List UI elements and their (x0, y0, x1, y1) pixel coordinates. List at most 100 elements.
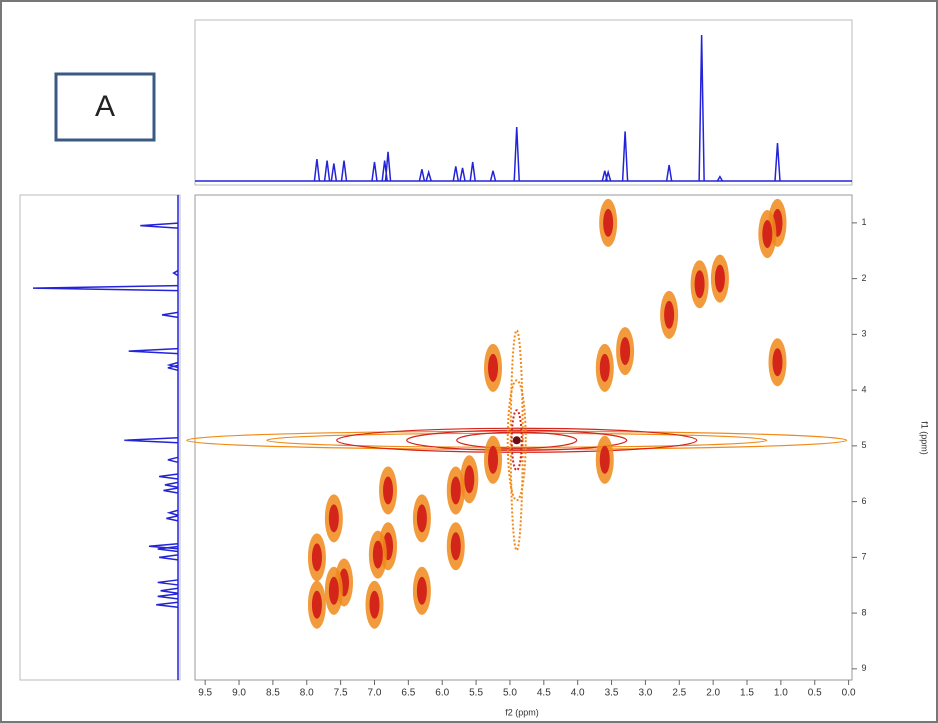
cross-peak-inner (311, 543, 322, 572)
projection-peak (157, 593, 179, 600)
cross-peak-inner (488, 353, 499, 382)
spectrum-peak (716, 175, 724, 182)
x-tick-label: 1.5 (740, 688, 754, 699)
cross-peak-inner (603, 208, 614, 237)
projection-peak (124, 437, 179, 444)
spectrum-peak (774, 142, 781, 182)
projection-peak (166, 509, 179, 516)
x-tick-label: 2.0 (706, 688, 720, 699)
spectrum-peak (330, 163, 338, 182)
y-tick-label: 1 (861, 217, 866, 227)
cross-peak-inner (383, 476, 394, 505)
y-tick-label: 7 (861, 552, 866, 562)
spectrum-peak (340, 160, 348, 182)
cross-peak-inner (714, 264, 725, 293)
solvent-contour (510, 409, 523, 472)
cross-peak-inner (694, 270, 705, 299)
projection-peak (157, 545, 179, 553)
solvent-contour (406, 429, 628, 451)
cross-peak-inner (762, 220, 773, 249)
x-tick-label: 8.5 (266, 688, 280, 699)
cross-peak-inner (372, 540, 383, 569)
x-tick-label: 2.5 (672, 688, 686, 699)
x-tick-label: 3.0 (638, 688, 652, 699)
plot-frame (194, 194, 853, 681)
x-tick-label: 0.0 (842, 688, 856, 699)
x-tick-label: 5.5 (469, 688, 483, 699)
y-axis-label: f1 (ppm) (920, 421, 930, 455)
x-tick-label: 5.0 (503, 688, 517, 699)
x-tick-label: 4.5 (537, 688, 551, 699)
y-tick-label: 2 (861, 273, 866, 283)
cross-peak-inner (488, 445, 499, 474)
spectrum-peak (665, 164, 673, 182)
cross-peak-inner (328, 504, 339, 533)
y-tick-label: 9 (861, 663, 866, 673)
spectrum-peak (323, 160, 331, 182)
projection-peak (148, 542, 179, 550)
y-tick-label: 5 (861, 440, 866, 450)
x-tick-label: 7.5 (334, 688, 348, 699)
x-tick-label: 1.0 (774, 688, 788, 699)
solvent-center (512, 436, 521, 445)
spectrum-peak (604, 169, 612, 182)
spectrum-peak (452, 166, 460, 182)
x-tick-label: 3.5 (605, 688, 619, 699)
projection-peak (156, 601, 179, 608)
cross-peak-inner (450, 532, 461, 561)
projection-peak (140, 222, 179, 229)
y-tick-label: 3 (861, 329, 866, 339)
cross-peak-inner (620, 337, 631, 366)
cross-peak-inner (464, 465, 475, 494)
panel-label-box (54, 72, 156, 142)
spectrum-peak (459, 167, 466, 182)
spectrum-peak (621, 131, 629, 182)
projection-peak (166, 361, 179, 369)
spectrum-peak (313, 159, 321, 182)
projection-peak (157, 579, 179, 586)
solvent-contour (336, 427, 698, 453)
spectrum-peak (489, 170, 497, 182)
cross-peak-inner (416, 576, 427, 605)
cross-peak-inner (450, 476, 461, 505)
x-tick-label: 9.0 (232, 688, 246, 699)
spectrum-peak (384, 151, 392, 182)
projection-peak (164, 481, 179, 489)
solvent-contour (266, 432, 768, 448)
solvent-contour (186, 430, 848, 450)
y-tick-label: 6 (861, 496, 866, 506)
projection-peak (161, 311, 179, 319)
x-tick-label: 4.0 (571, 688, 585, 699)
top-projection-frame (194, 19, 853, 186)
cross-peak-inner (599, 353, 610, 382)
projection-peak (166, 515, 179, 522)
cross-peak-inner (328, 576, 339, 605)
spectrum-peak (698, 34, 705, 182)
cross-peak-inner (664, 300, 675, 329)
x-tick-label: 0.5 (808, 688, 822, 699)
projection-peak (32, 284, 179, 292)
projection-peak (159, 554, 179, 561)
projection-peak (160, 587, 179, 595)
cross-peak-inner (599, 445, 610, 474)
projection-peak (159, 473, 179, 480)
spectrum-peak (425, 169, 432, 182)
cross-peak-inner (772, 348, 783, 377)
solvent-contour (506, 379, 527, 502)
x-tick-label: 8.0 (300, 688, 314, 699)
y-tick-label: 8 (861, 607, 866, 617)
spectrum-peak (513, 126, 520, 182)
x-tick-label: 6.5 (401, 688, 415, 699)
panel-label: A (95, 90, 115, 123)
x-axis-label: f2 (ppm) (505, 707, 539, 717)
spectrum-peak (469, 161, 476, 182)
x-tick-label: 7.0 (368, 688, 382, 699)
x-tick-label: 9.5 (198, 688, 212, 699)
solvent-contour (456, 431, 578, 449)
left-projection-frame (19, 194, 181, 681)
projection-peak (128, 347, 179, 355)
projection-peak (163, 487, 179, 494)
cross-peak-inner (369, 590, 380, 619)
spectrum-peak (418, 169, 426, 182)
